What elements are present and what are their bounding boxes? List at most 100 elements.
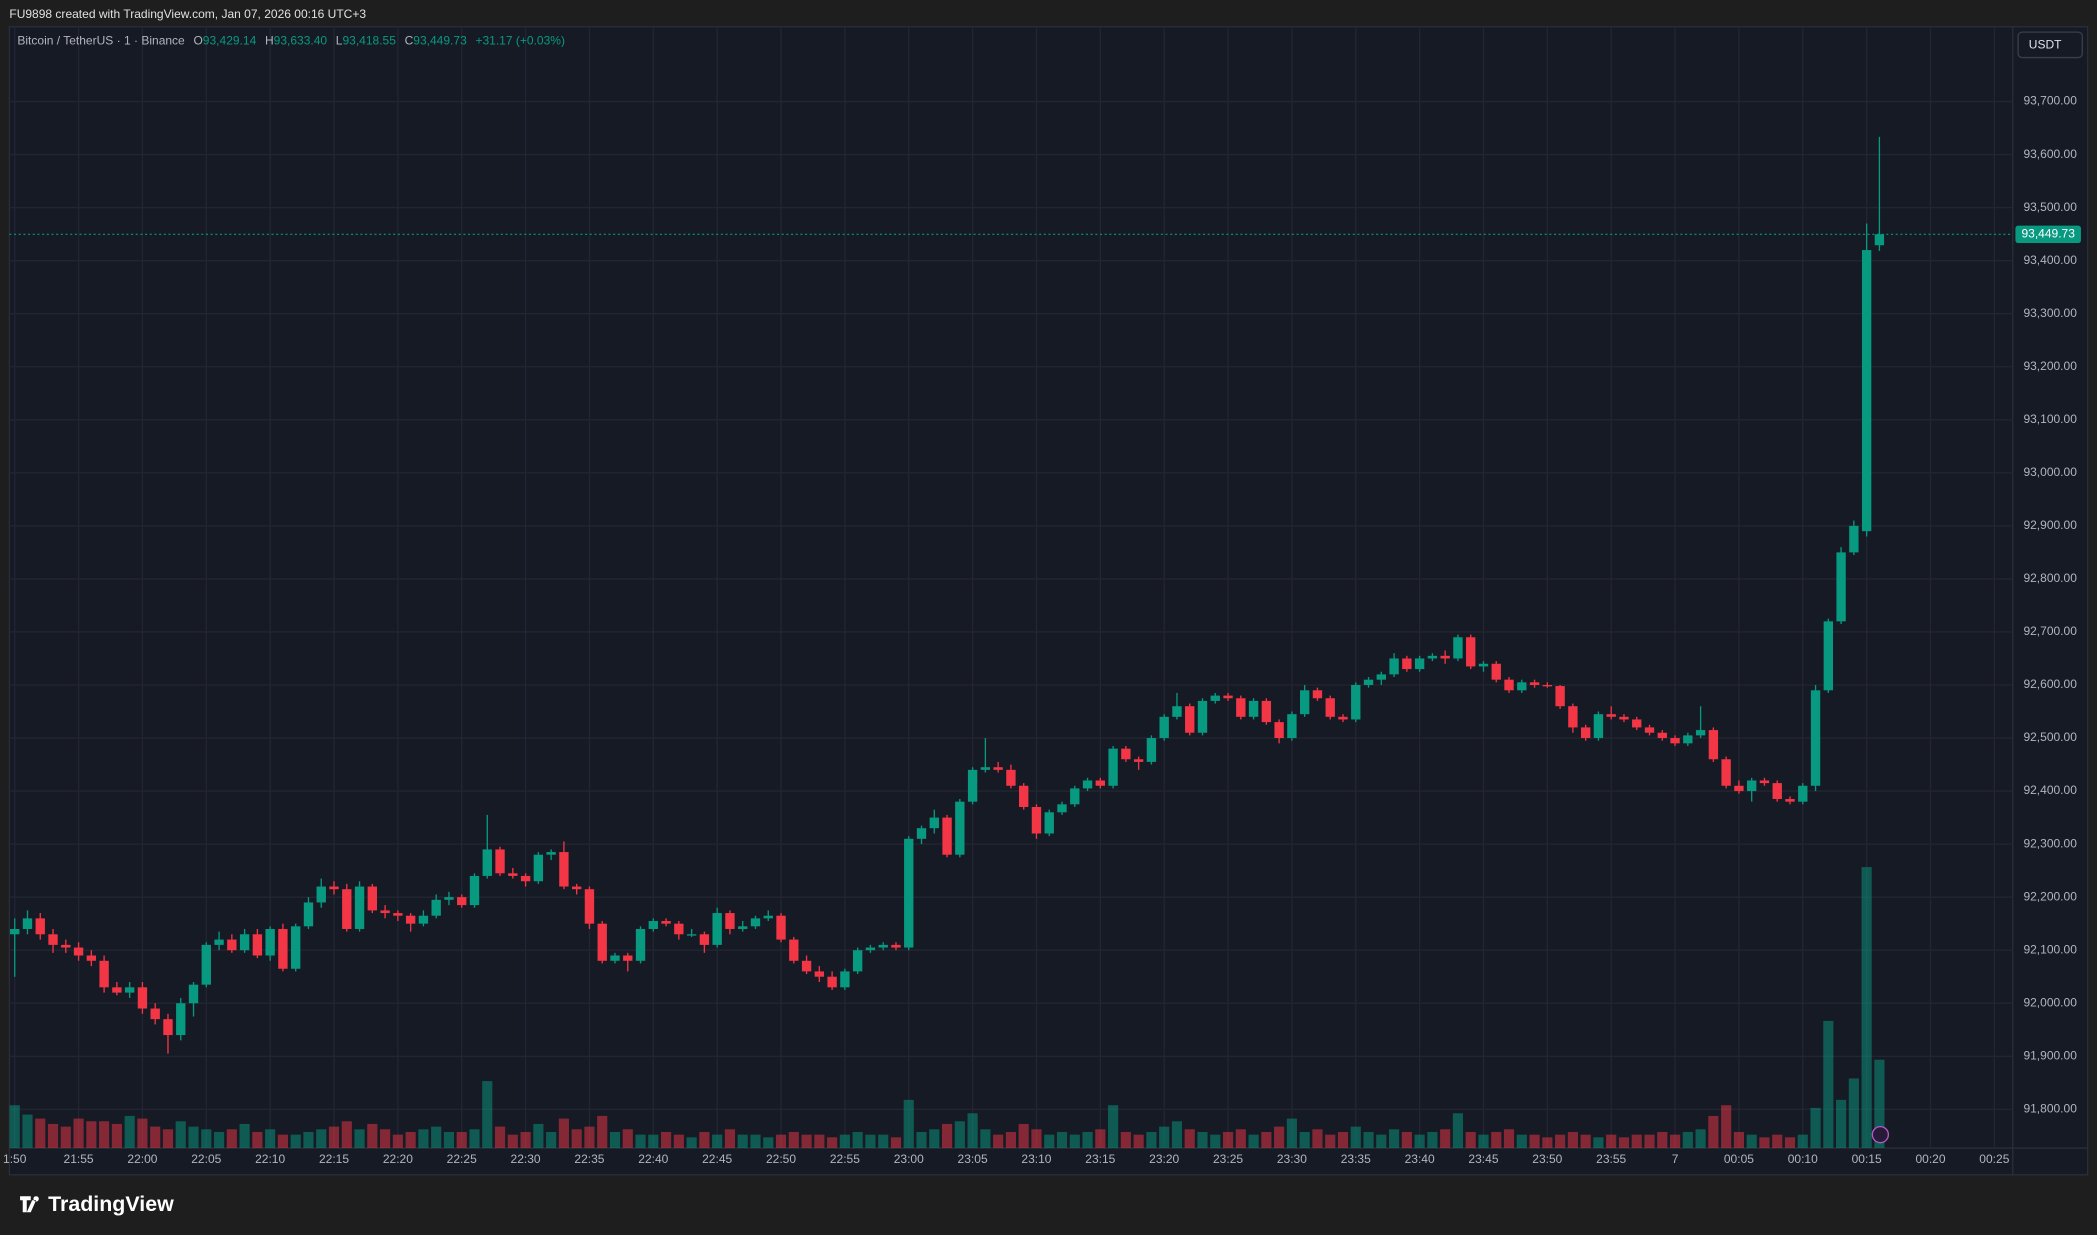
- volume-bar: [456, 1131, 467, 1149]
- candle-body: [1670, 738, 1680, 744]
- candle-body: [1031, 806, 1042, 834]
- candle-body: [1453, 637, 1463, 659]
- volume-bar: [1427, 1131, 1438, 1149]
- candle-body: [278, 928, 288, 969]
- volume-bar: [1618, 1137, 1630, 1149]
- x-tick-label: 22:10: [255, 1152, 285, 1166]
- candle-body: [520, 875, 531, 882]
- candle-body: [1070, 788, 1080, 805]
- volume-bar: [1555, 1134, 1566, 1149]
- candle-body: [571, 886, 582, 890]
- legend-key: L: [336, 34, 343, 48]
- volume-bar: [890, 1137, 902, 1149]
- candle-body: [929, 817, 939, 829]
- volume-bar: [303, 1131, 314, 1149]
- volume-bar: [1222, 1131, 1234, 1149]
- volume-bar: [1759, 1137, 1770, 1149]
- volume-bar: [188, 1126, 199, 1149]
- y-tick-label: 92,000.00: [2023, 995, 2077, 1009]
- volume-bar: [482, 1081, 493, 1149]
- volume-bar: [380, 1129, 391, 1149]
- x-tick-label: 22:40: [638, 1152, 668, 1166]
- volume-bar: [111, 1123, 122, 1149]
- axes: 91,800.00 91,900.00 92,000.00 92,100.00 92,2…: [3, 94, 2081, 1166]
- candle-body: [1197, 700, 1208, 733]
- x-tick-label: 23:05: [958, 1152, 988, 1166]
- candle-body: [980, 767, 991, 770]
- x-tick-label: 00:10: [1788, 1152, 1818, 1166]
- volume-bar: [213, 1131, 225, 1149]
- candle-body: [393, 913, 403, 916]
- volume-bar: [788, 1131, 799, 1149]
- last-price-label: 93,449.73: [2021, 226, 2075, 240]
- header-text: FU9898 created with TradingView.com, Jan…: [9, 7, 366, 21]
- event-icon[interactable]: [1871, 1125, 1890, 1144]
- volume-bar: [418, 1129, 429, 1149]
- volume-bar: [35, 1118, 46, 1149]
- volume-bar: [1018, 1123, 1029, 1149]
- x-tick-label: 23:45: [1468, 1152, 1498, 1166]
- candle-body: [316, 886, 326, 903]
- candle-body: [1044, 812, 1054, 834]
- legend-value: 93,633.40: [274, 34, 328, 48]
- candle-body: [469, 875, 480, 906]
- volume-bar: [1529, 1134, 1540, 1149]
- volume-bar: [1593, 1137, 1604, 1149]
- candle-body: [674, 923, 684, 935]
- candle-body: [1402, 658, 1412, 670]
- y-tick-label: 93,400.00: [2023, 253, 2077, 267]
- volume-bar: [124, 1115, 135, 1149]
- volume-bar: [1861, 867, 1872, 1149]
- legend-value: 93,449.73: [413, 34, 467, 48]
- x-tick-label: 22:20: [383, 1152, 413, 1166]
- volume-bar: [1005, 1131, 1017, 1149]
- volume-bar: [137, 1118, 148, 1149]
- volume-bar: [507, 1134, 518, 1149]
- legend-value: 93,429.14: [203, 34, 257, 48]
- last-price-tag: [2015, 225, 2081, 243]
- volume-bar: [73, 1118, 84, 1149]
- chart-pane: [8, 26, 2089, 1176]
- volume-bar: [316, 1129, 327, 1149]
- candle-body: [1734, 785, 1744, 792]
- candle-body: [1363, 679, 1374, 685]
- volume-bar: [1286, 1118, 1297, 1149]
- candle-body: [1785, 799, 1795, 802]
- candle-body: [73, 947, 84, 956]
- candle-body: [725, 913, 735, 929]
- candle-body: [712, 913, 722, 945]
- x-tick-label: 00:20: [1915, 1152, 1945, 1166]
- candle-body: [1478, 663, 1489, 667]
- legend-value: 93,418.55: [342, 34, 396, 48]
- candle-body: [686, 934, 697, 936]
- x-tick-label: 22:30: [511, 1152, 541, 1166]
- volume-bar: [1465, 1131, 1476, 1149]
- volume-bar: [1606, 1134, 1617, 1149]
- x-tick-label: 23:00: [894, 1152, 924, 1166]
- volume-bar: [1184, 1129, 1195, 1149]
- volume-bar: [1363, 1131, 1374, 1149]
- candle-body: [1057, 804, 1067, 813]
- volume-bar: [494, 1126, 506, 1149]
- volume-bar: [99, 1121, 110, 1149]
- candle-body: [1248, 700, 1259, 717]
- volume-bar: [1491, 1131, 1502, 1149]
- volume-bar: [801, 1134, 812, 1149]
- volume-bar: [1133, 1134, 1144, 1149]
- candle-body: [1747, 780, 1757, 792]
- volume-bar: [277, 1134, 289, 1149]
- candle-body: [86, 955, 97, 961]
- candle-body: [163, 1019, 173, 1036]
- volume-bar: [405, 1131, 416, 1149]
- candle-body: [1517, 682, 1527, 691]
- candle-body: [1759, 780, 1770, 784]
- volume-bar: [1210, 1134, 1221, 1149]
- currency-button[interactable]: [2017, 31, 2083, 59]
- volume-bar: [1708, 1115, 1719, 1149]
- candle-body: [763, 915, 773, 919]
- candle-body: [1619, 716, 1629, 720]
- volume-bar: [1836, 1099, 1847, 1149]
- x-tick-label: 1:50: [3, 1152, 27, 1166]
- volume-bar: [162, 1129, 174, 1149]
